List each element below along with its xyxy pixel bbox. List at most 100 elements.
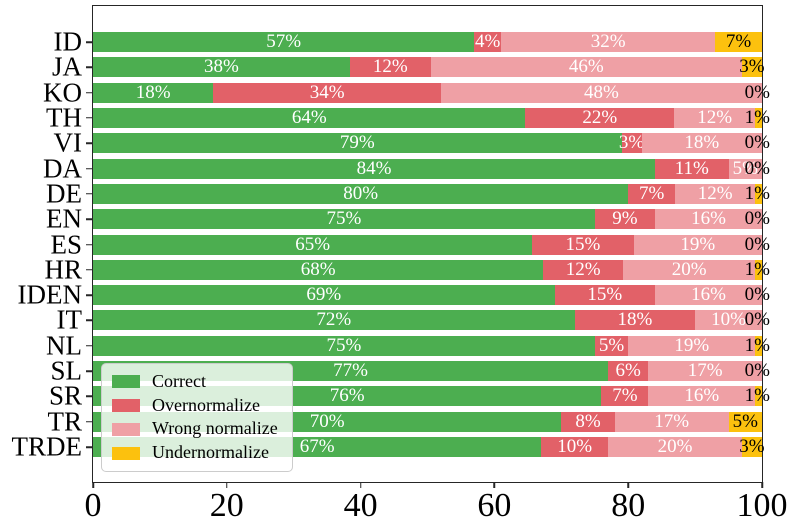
bar-segment-undernormalize — [755, 259, 762, 280]
bar-segment-correct: 57% — [93, 32, 475, 52]
segment-value-label: 3% — [618, 132, 645, 154]
segment-value-label: 12% — [565, 258, 601, 280]
bar-segment-wrong-normalize: 20% — [622, 259, 756, 280]
segment-value-label: 64% — [291, 106, 327, 128]
undernormalize-value-label: 5% — [732, 410, 758, 432]
undernormalize-value-label: 0% — [744, 309, 770, 331]
bar-segment-undernormalize — [755, 386, 762, 407]
segment-value-label: 12% — [697, 182, 733, 204]
bar-row-hr: HR 68% 12% 20% 1% — [44, 256, 769, 283]
undernormalize-value-label: 0% — [744, 81, 770, 103]
segment-value-label: 5% — [732, 157, 758, 179]
segment-value-label: 19% — [674, 334, 710, 356]
undernormalize-value-label: 3% — [739, 436, 765, 457]
segment-value-label: 72% — [316, 309, 352, 331]
bar-segment-correct: 79% — [93, 132, 622, 154]
bar-segment-correct: 68% — [93, 259, 544, 280]
bar-segment-correct: 69% — [93, 284, 555, 306]
segment-value-label: 10% — [557, 436, 593, 457]
bar-segment-wrong-normalize: 18% — [641, 132, 762, 154]
bar-segment-overnormalize: 12% — [349, 56, 431, 78]
bar-segment-wrong-normalize: 20% — [608, 437, 742, 457]
y-axis-tick — [86, 66, 93, 69]
legend-item-correct: Correct — [112, 371, 278, 392]
x-axis-tick-label: 80 — [611, 487, 646, 524]
bar-segment-overnormalize: 11% — [654, 158, 729, 179]
bar-segment-undernormalize — [755, 335, 762, 356]
segment-value-label: 65% — [295, 233, 331, 255]
segment-value-label: 70% — [309, 410, 345, 432]
bar-segment-overnormalize: 18% — [574, 310, 696, 331]
segment-value-label: 18% — [684, 132, 720, 154]
y-axis-label: DE — [46, 178, 82, 209]
y-axis-tick — [86, 420, 93, 423]
undernormalize-value-label: 1% — [744, 258, 770, 280]
y-axis-label: HR — [44, 254, 82, 285]
y-axis-tick — [86, 370, 93, 372]
y-axis-label: SR — [48, 380, 82, 411]
bar-segment-wrong-normalize: 19% — [633, 234, 762, 255]
y-axis-tick — [86, 243, 93, 246]
bar-segment-correct: 18% — [93, 81, 214, 103]
y-axis-label: IT — [56, 304, 82, 335]
x-axis-tick-label: 60 — [477, 487, 512, 524]
segment-value-label: 18% — [135, 81, 171, 103]
bar-segment-wrong-normalize: 32% — [501, 32, 716, 52]
bar-segment-overnormalize: 34% — [213, 81, 441, 103]
segment-value-label: 34% — [309, 81, 345, 103]
bar-segment-undernormalize — [755, 183, 762, 204]
segment-value-label: 79% — [339, 132, 375, 154]
legend-item-wrong-normalize: Wrong normalize — [112, 419, 278, 439]
bar-row-en: EN 75% 9% 16% 0% — [46, 205, 770, 232]
segment-value-label: 9% — [612, 208, 638, 230]
segment-value-label: 15% — [587, 284, 623, 306]
y-axis-label: ID — [53, 26, 83, 57]
bar-segment-correct: 65% — [93, 233, 533, 255]
legend-swatch — [112, 399, 140, 412]
bar-row-ja: JA 38% 12% 46% 3% — [52, 53, 765, 80]
plot-area: ID 57% 4% 32% 7% JA 38% 12% 46% 3% KO 18% 34% 48% 0% TH… — [12, 5, 788, 523]
segment-value-label: 12% — [372, 56, 408, 78]
legend-label: Wrong normalize — [152, 418, 278, 439]
x-axis-tick-label: 100 — [736, 487, 788, 524]
undernormalize-value-label: 0% — [744, 157, 770, 179]
bar-segment-undernormalize — [755, 107, 762, 128]
bar-row-da: DA 84% 11% 5% 0% — [43, 155, 770, 182]
bar-segment-wrong-normalize: 16% — [648, 386, 756, 407]
legend-label: Undernormalize — [152, 442, 269, 463]
y-axis-tick — [86, 142, 93, 144]
x-axis-tick — [761, 482, 763, 488]
undernormalize-value-label: 1% — [744, 106, 770, 128]
bar-row-ko: KO 18% 34% 48% 0% — [43, 79, 770, 106]
y-axis-tick — [86, 446, 93, 448]
segment-value-label: 5% — [598, 334, 625, 356]
segment-value-label: 69% — [306, 284, 342, 306]
segment-value-label: 48% — [584, 81, 619, 103]
bar-segment-overnormalize: 22% — [525, 106, 675, 128]
y-axis-label: TR — [47, 406, 82, 437]
bar-segment-correct: 64% — [93, 106, 526, 128]
segment-value-label: 10% — [711, 309, 746, 331]
bar-segment-wrong-normalize: 17% — [614, 410, 729, 432]
segment-value-label: 17% — [654, 410, 690, 432]
bar-segment-wrong-normalize: 17% — [648, 360, 762, 382]
segment-value-label: 77% — [333, 360, 368, 382]
segment-value-label: 22% — [582, 106, 618, 128]
segment-value-label: 75% — [326, 334, 362, 356]
x-axis-tick-label: 0 — [84, 487, 102, 524]
y-axis-label: KO — [43, 77, 82, 108]
segment-value-label: 17% — [687, 360, 723, 382]
undernormalize-value-label: 7% — [725, 31, 752, 52]
segment-value-label: 7% — [638, 182, 665, 204]
y-axis-tick — [86, 319, 93, 322]
bar-segment-correct: 75% — [93, 209, 595, 230]
bar-segment-overnormalize: 7% — [628, 182, 676, 204]
bar-segment-overnormalize: 10% — [541, 436, 609, 457]
bar-segment-wrong-normalize: 12% — [674, 107, 756, 128]
x-axis-tick-label: 20 — [209, 487, 244, 524]
bar-segment-undernormalize — [715, 32, 762, 52]
bar-segment-wrong-normalize: 48% — [440, 81, 762, 103]
x-axis-tick — [493, 482, 496, 488]
bar-segment-wrong-normalize: 19% — [628, 334, 756, 356]
